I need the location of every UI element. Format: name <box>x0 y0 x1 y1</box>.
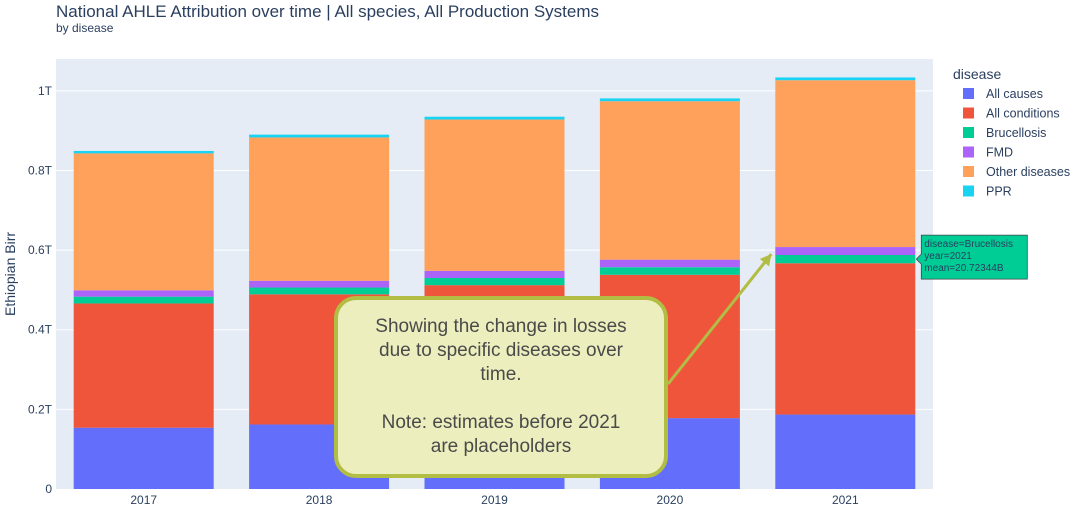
bar-segment-other-diseases-2018[interactable] <box>249 137 390 281</box>
y-tick-label: 0.2T <box>28 402 53 416</box>
legend-label: PPR <box>986 185 1012 199</box>
annotation-line-2: due to specific diseases over <box>379 340 623 361</box>
legend-title: disease <box>953 66 1001 82</box>
legend-swatch <box>963 166 974 177</box>
bar-segment-fmd-2021[interactable] <box>775 247 916 256</box>
hover-line: year=2021 <box>924 251 972 262</box>
bar-segment-brucellosis-2018[interactable] <box>249 287 390 295</box>
callout-arrow <box>666 253 773 385</box>
x-tick-label: 2021 <box>832 493 859 506</box>
hover-line: disease=Brucellosis <box>924 239 1013 250</box>
legend-swatch <box>963 146 974 158</box>
legend-item[interactable]: Other diseases <box>963 165 1070 179</box>
annotation-line-1: Showing the change in losses <box>375 316 627 337</box>
arrow-shaft <box>666 253 773 385</box>
bar-segment-other-diseases-2020[interactable] <box>599 101 740 260</box>
y-tick-label: 0.8T <box>28 163 53 177</box>
bar-segment-fmd-2020[interactable] <box>599 259 740 268</box>
y-tick-label: 0.6T <box>28 243 53 257</box>
bar-segment-all-causes-2021[interactable] <box>775 414 916 489</box>
x-tick-label: 2018 <box>306 493 333 506</box>
bar-segment-brucellosis-2019[interactable] <box>424 277 565 286</box>
bar-segment-brucellosis-2021[interactable] <box>775 255 916 264</box>
legend-item[interactable]: All conditions <box>963 107 1060 121</box>
bar-segment-brucellosis-2020[interactable] <box>599 267 740 275</box>
x-tick-label: 2019 <box>481 493 508 506</box>
annotation-line-3: time. <box>480 364 522 385</box>
y-tick-label: 0.4T <box>28 323 53 337</box>
y-tick-label: 0 <box>45 482 52 496</box>
chart-title: National AHLE Attribution over time | Al… <box>56 2 600 21</box>
annotation-note-line-1: Note: estimates before 2021 <box>381 412 621 433</box>
y-axis-title: Ethiopian Birr <box>2 232 18 316</box>
bar-segment-all-conditions-2017[interactable] <box>73 303 214 428</box>
bar-segment-ppr-2019[interactable] <box>424 116 565 120</box>
bar-segment-ppr-2017[interactable] <box>73 150 214 154</box>
legend-swatch <box>963 107 974 119</box>
legend-item[interactable]: FMD <box>963 146 1013 160</box>
bar-segment-brucellosis-2017[interactable] <box>73 296 214 304</box>
legend-item[interactable]: All causes <box>963 87 1043 101</box>
bar-segment-fmd-2017[interactable] <box>73 290 214 297</box>
hover-label: disease=Brucellosisyear=2021mean=20.7234… <box>915 234 1028 280</box>
annotation-callout: Showing the change in losses due to spec… <box>334 296 668 478</box>
bar-segment-all-conditions-2021[interactable] <box>775 263 916 415</box>
bar-segment-other-diseases-2017[interactable] <box>73 153 214 291</box>
annotation-note-line-2: are placeholders <box>430 436 572 457</box>
bar-segment-fmd-2018[interactable] <box>249 280 390 288</box>
bar-segment-ppr-2018[interactable] <box>249 134 390 138</box>
legend-swatch <box>963 127 974 138</box>
y-tick-label: 1T <box>38 84 53 98</box>
legend-label: FMD <box>986 146 1013 160</box>
x-tick-label: 2020 <box>657 493 684 506</box>
legend-item[interactable]: PPR <box>963 185 1012 199</box>
legend: disease All causes All conditions Brucello… <box>953 66 1070 199</box>
arrow-head <box>759 254 772 267</box>
legend-label: All conditions <box>986 107 1060 121</box>
legend-swatch <box>963 185 974 197</box>
hover-line: mean=20.72344B <box>924 263 1004 274</box>
x-axis-ticks: 2017 2018 2019 2020 2021 <box>130 493 859 506</box>
bar-segment-other-diseases-2019[interactable] <box>424 119 565 271</box>
bar-segment-ppr-2020[interactable] <box>599 98 740 102</box>
bar-segment-other-diseases-2021[interactable] <box>775 80 916 248</box>
legend-label: Brucellosis <box>986 126 1046 140</box>
chart-subtitle: by disease <box>56 21 114 35</box>
legend-swatch <box>963 88 974 99</box>
legend-label: All causes <box>986 87 1043 101</box>
legend-item[interactable]: Brucellosis <box>963 126 1046 140</box>
y-axis-ticks: 0 0.2T 0.4T 0.6T 0.8T 1T <box>28 84 53 496</box>
legend-label: Other diseases <box>986 165 1070 179</box>
bar-segment-all-causes-2017[interactable] <box>73 427 214 489</box>
hover-box <box>915 234 1028 280</box>
bar-segment-fmd-2019[interactable] <box>424 270 565 278</box>
bar-segment-ppr-2021[interactable] <box>775 77 916 81</box>
x-tick-label: 2017 <box>130 493 157 506</box>
